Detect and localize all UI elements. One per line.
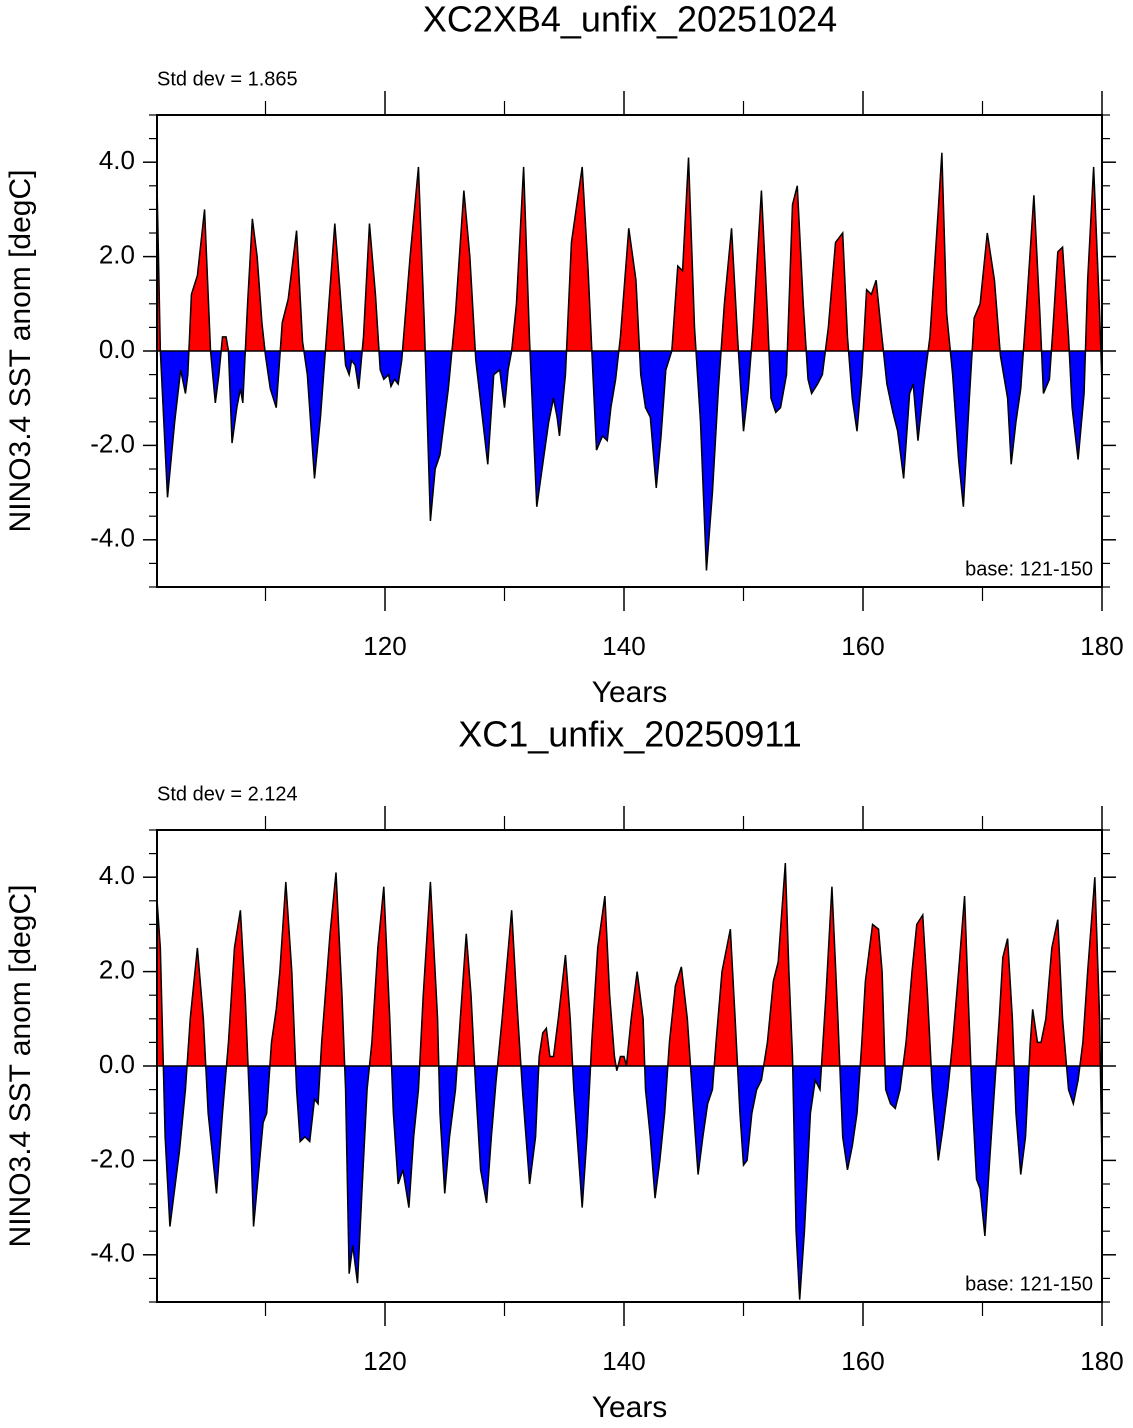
x-axis-label: Years: [592, 676, 668, 709]
chart-title: XC1_unfix_20250911: [458, 714, 802, 755]
x-tick-label: 140: [602, 631, 645, 661]
y-tick-label: 2.0: [99, 239, 135, 269]
chart-title: XC2XB4_unfix_20251024: [423, 0, 837, 40]
x-tick-label: 180: [1080, 1346, 1123, 1376]
y-axis-label: NINO3.4 SST anom [degC]: [4, 170, 37, 533]
negative-area: [157, 351, 1102, 571]
y-tick-label: -2.0: [90, 428, 135, 458]
x-tick-label: 140: [602, 1346, 645, 1376]
y-tick-label: 0.0: [99, 1049, 135, 1079]
x-tick-label: 120: [363, 1346, 406, 1376]
y-tick-label: -4.0: [90, 1238, 135, 1268]
x-tick-label: 160: [841, 631, 884, 661]
negative-area: [157, 1066, 1102, 1300]
y-tick-label: 4.0: [99, 145, 135, 175]
y-tick-label: -4.0: [90, 523, 135, 553]
base-label: base: 121-150: [965, 558, 1093, 580]
positive-area: [157, 152, 1102, 351]
x-tick-label: 180: [1080, 631, 1123, 661]
y-tick-label: 0.0: [99, 334, 135, 364]
x-tick-label: 160: [841, 1346, 884, 1376]
y-tick-label: -2.0: [90, 1143, 135, 1173]
base-label: base: 121-150: [965, 1273, 1093, 1295]
std-dev-label: Std dev = 2.124: [157, 783, 298, 805]
x-axis-label: Years: [592, 1391, 668, 1424]
positive-area: [157, 863, 1102, 1066]
y-tick-label: 2.0: [99, 954, 135, 984]
y-tick-label: 4.0: [99, 860, 135, 890]
y-axis-label: NINO3.4 SST anom [degC]: [4, 885, 37, 1248]
std-dev-label: Std dev = 1.865: [157, 68, 298, 90]
x-tick-label: 120: [363, 631, 406, 661]
series-line: [156, 862, 1103, 1300]
series-line: [156, 152, 1103, 571]
